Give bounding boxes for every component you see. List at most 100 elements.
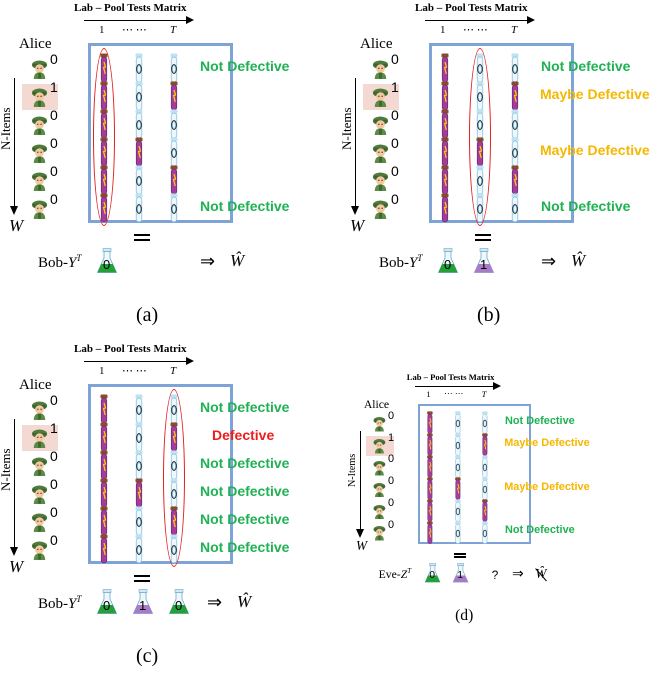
panel-a: Lab – Pool Tests Matrix 1 ⋯ ⋯ T Alice N-Items… <box>0 0 330 330</box>
item-bit: 0 <box>50 448 58 464</box>
col-label-last: T <box>511 24 518 36</box>
w-label: W <box>9 557 24 576</box>
test-tube-icon <box>454 411 462 439</box>
unknown-question-mark: ? <box>491 568 499 582</box>
receiver-superscript: T <box>407 567 412 576</box>
w-hat-estimate: Ŵ <box>571 251 586 270</box>
item-bit: 1 <box>391 79 399 95</box>
test-result-flask <box>452 563 469 588</box>
soldier-icon <box>30 399 49 425</box>
test-tube-icon <box>440 165 450 200</box>
receiver-variable: Y <box>409 255 418 271</box>
receiver-label: Bob-YT <box>38 594 81 613</box>
item-bit: 0 <box>388 453 395 466</box>
item-bit: 0 <box>50 51 58 67</box>
test-result-value: 0 <box>103 257 111 272</box>
status-not-defective: Not Defective <box>200 455 290 471</box>
w-label: W <box>350 216 365 235</box>
soldier-icon <box>30 427 49 453</box>
test-tube-icon <box>99 534 109 569</box>
receiver-name: Eve- <box>378 568 401 582</box>
implies-arrow: ⇒ <box>541 251 557 271</box>
panel-caption: (d) <box>455 607 474 625</box>
item-bit: 0 <box>391 163 399 179</box>
soldier-icon <box>30 58 49 84</box>
test-tube-icon <box>169 193 179 228</box>
status-not-defective: Not Defective <box>200 399 290 415</box>
receiver-label: Bob-YT <box>38 253 81 272</box>
receiver-superscript: T <box>76 594 82 604</box>
soldier-icon <box>371 86 390 112</box>
col-label-dots: ⋯ ⋯ <box>463 24 488 36</box>
test-tube-icon <box>99 422 109 457</box>
pool-test-matrix <box>88 384 233 564</box>
items-axis-arrow <box>354 430 366 538</box>
item-bit: 1 <box>50 420 58 436</box>
soldier-icon <box>371 198 390 224</box>
item-bit: 0 <box>50 392 58 408</box>
soldier-icon <box>372 481 387 503</box>
implies-arrow: ⇒ <box>200 251 216 271</box>
test-tube-icon <box>426 477 434 505</box>
soldier-icon <box>30 511 49 537</box>
item-bit: 0 <box>50 163 58 179</box>
matrix-title: Lab – Pool Tests Matrix <box>74 343 187 355</box>
test-tube-icon <box>510 137 520 172</box>
items-axis-arrow <box>349 78 361 215</box>
test-result-flask <box>424 563 441 588</box>
col-label-dots: ⋯ ⋯ <box>122 365 147 377</box>
test-tube-icon <box>440 137 450 172</box>
w-hat-estimate: Ŵ <box>230 251 245 270</box>
test-tube-icon <box>454 455 462 483</box>
receiver-name: Bob- <box>379 255 409 271</box>
matrix-header-arrow <box>84 355 194 367</box>
status-not-defective: Not Defective <box>200 539 290 555</box>
test-tube-icon <box>134 534 144 569</box>
status-not-defective: Not Defective <box>541 198 631 214</box>
item-bit: 0 <box>50 135 58 151</box>
item-bit: 0 <box>388 475 395 488</box>
test-tube-icon <box>134 478 144 513</box>
col-label-dots: ⋯ ⋯ <box>444 387 464 398</box>
test-tube-icon <box>169 109 179 144</box>
matrix-header-arrow <box>84 14 194 26</box>
matrix-title: Lab – Pool Tests Matrix <box>406 371 495 382</box>
test-tube-icon <box>510 109 520 144</box>
items-axis-arrow <box>8 78 20 215</box>
col-label-first: 1 <box>440 24 446 36</box>
item-bit: 1 <box>388 431 395 444</box>
receiver-label: Bob-YT <box>379 253 422 272</box>
receiver-name: Bob- <box>38 255 68 271</box>
item-bit: 0 <box>391 51 399 67</box>
cross-out-icon <box>535 568 547 582</box>
col-label-last: T <box>170 365 177 377</box>
matrix-header-arrow <box>414 380 501 391</box>
soldier-icon <box>372 524 387 546</box>
test-result-flask <box>168 589 190 620</box>
item-bit: 0 <box>391 191 399 207</box>
item-bit: 0 <box>50 504 58 520</box>
receiver-superscript: T <box>417 253 423 263</box>
test-tube-icon <box>169 165 179 200</box>
test-tube-icon <box>134 53 144 88</box>
test-tube-icon <box>99 478 109 513</box>
test-tube-icon <box>510 165 520 200</box>
col-label-first: 1 <box>99 365 105 377</box>
matrix-title: Lab – Pool Tests Matrix <box>74 2 187 14</box>
test-tube-icon <box>134 109 144 144</box>
pool-test-matrix <box>429 43 574 223</box>
w-hat-estimate: Ŵ <box>237 592 252 611</box>
pool-test-matrix <box>88 43 233 223</box>
test-tube-icon <box>134 193 144 228</box>
receiver-variable: Z <box>400 568 408 582</box>
test-tube-icon <box>426 520 434 549</box>
col-label-first: 1 <box>99 24 105 36</box>
selected-test-ellipse <box>163 389 185 567</box>
matrix-title: Lab – Pool Tests Matrix <box>415 2 528 14</box>
col-label-dots: ⋯ ⋯ <box>122 24 147 36</box>
test-tube-icon <box>454 477 462 505</box>
test-result-value: 0 <box>103 598 111 613</box>
panel-d: Lab – Pool Tests Matrix 1 ⋯ ⋯ T Alice N-Items… <box>347 370 606 627</box>
w-hat-estimate: Ŵ <box>535 565 547 581</box>
item-bit: 0 <box>391 107 399 123</box>
